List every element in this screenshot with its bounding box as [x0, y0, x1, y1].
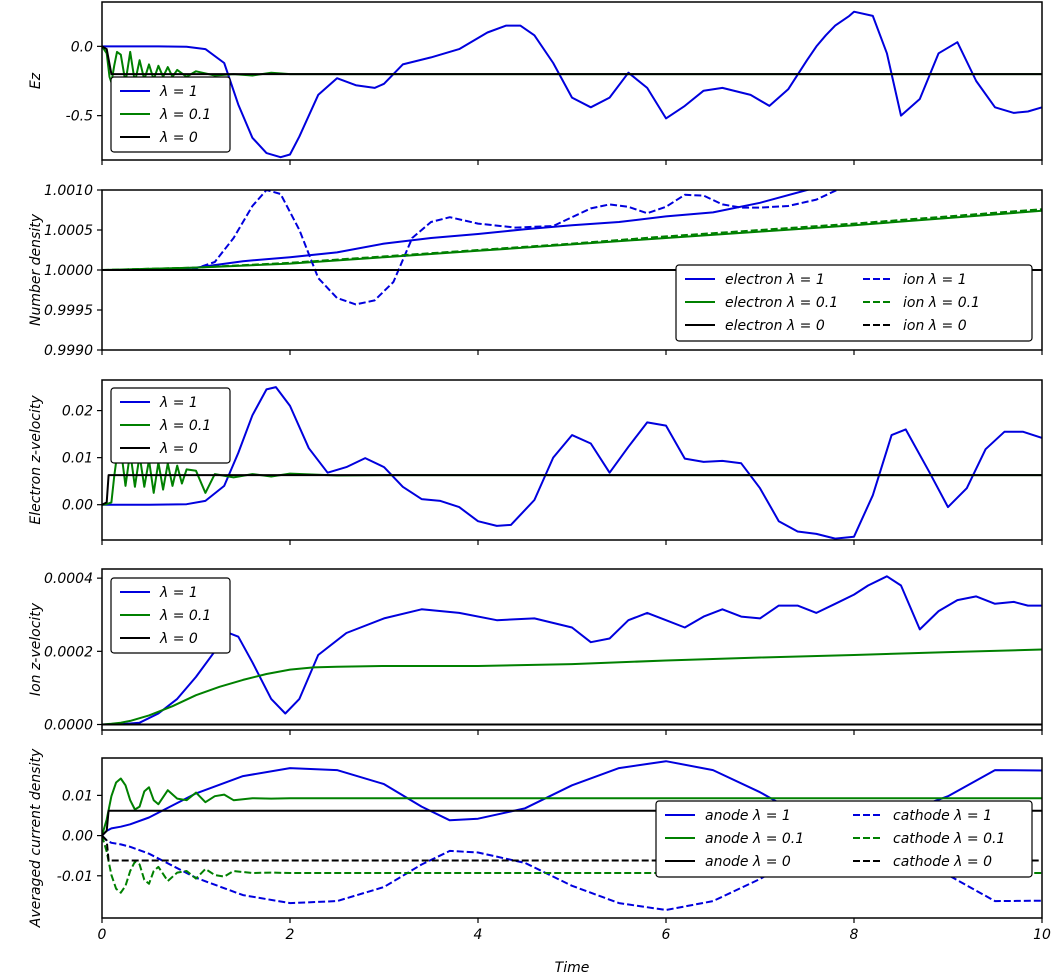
legend-entry: λ = 1 [159, 84, 198, 100]
series-line-3 [102, 809, 1042, 837]
legend-entry: anode λ = 1 [705, 808, 791, 824]
legend-box [110, 387, 231, 464]
series-group [102, 10, 1042, 159]
series-line-1 [102, 386, 1042, 540]
legend-entry: electron λ = 0.1 [725, 295, 838, 311]
panel-1: 0.0 -0.5 Ez λ = 1 λ = 0.1 λ = 0 [28, 1, 1043, 165]
legend-entry: cathode λ = 0.1 [893, 831, 1005, 847]
legend-entry: anode λ = 0 [705, 854, 791, 870]
series-line-3 [102, 474, 1042, 506]
y-tick-label: 0.9990 [44, 343, 93, 359]
y-tick-label: -0.5 [66, 109, 93, 125]
series-group [102, 386, 1042, 540]
series-line-2 [102, 777, 1042, 836]
series-line-4 [102, 190, 840, 306]
y-tick-label: 0.0002 [44, 644, 93, 660]
x-tick-label: 2 [286, 927, 295, 943]
legend-entry: electron λ = 1 [725, 272, 825, 288]
x-axis-title: Time [555, 960, 590, 976]
plot-frame [101, 757, 1043, 919]
legend-entry: λ = 0 [159, 631, 198, 647]
series-line-1 [102, 10, 1042, 159]
legend-entry: ion λ = 1 [903, 272, 967, 288]
panel-2: 1.0010 1.0005 1.0000 0.9995 0.9990 Number den… [28, 183, 1043, 359]
y-axis-label: Ion z-velocity [28, 602, 44, 696]
plot-frame [101, 568, 1043, 731]
y-tick-label: -0.01 [57, 869, 93, 885]
plot-frame [101, 1, 1043, 161]
x-tick-label: 6 [662, 927, 671, 943]
series-line-2 [102, 45, 1042, 84]
legend: λ = 1 λ = 0.1 λ = 0 [110, 76, 231, 153]
legend-entry: ion λ = 0.1 [903, 295, 980, 311]
legend-entry: λ = 0.1 [159, 608, 211, 624]
legend-entry: cathode λ = 1 [893, 808, 992, 824]
legend: anode λ = 1 anode λ = 0.1 anode λ = 0 catho… [655, 800, 1033, 878]
plot-frame [101, 379, 1043, 541]
legend-entry: λ = 1 [159, 395, 198, 411]
series-line-1 [102, 190, 812, 271]
y-tick-label: 0.0004 [44, 571, 93, 587]
legend-entry: electron λ = 0 [725, 318, 825, 334]
legend: λ = 1 λ = 0.1 λ = 0 [110, 577, 231, 654]
x-tick-label: 10 [1033, 927, 1051, 943]
legend-box [675, 264, 1033, 342]
y-tick-label: 0.00 [62, 829, 93, 845]
y-tick-label: 0.00 [62, 498, 93, 514]
legend-box [655, 800, 1033, 878]
legend-entry: λ = 0.1 [159, 107, 211, 123]
y-tick-label: 0.9995 [44, 303, 93, 319]
y-tick-label: 0.0 [71, 39, 93, 55]
series-line-2 [102, 648, 1042, 726]
x-tick-label: 0 [98, 927, 107, 943]
legend-entry: λ = 0 [159, 130, 198, 146]
panel-5: 0 2 4 6 8 10 0.01 0.00 -0.01 Averaged current den… [28, 748, 1051, 943]
y-tick-label: 0.01 [62, 451, 93, 467]
series-line-5 [102, 835, 1042, 894]
y-tick-label: 1.0005 [44, 223, 93, 239]
legend-entry: cathode λ = 0 [893, 854, 992, 870]
legend-entry: ion λ = 0 [903, 318, 967, 334]
y-tick-label: 1.0010 [44, 183, 93, 199]
y-axis-label: Ez [28, 72, 44, 89]
series-line-5 [102, 208, 1042, 271]
y-tick-label: 0.01 [62, 788, 93, 804]
y-tick-label: 1.0000 [44, 263, 93, 279]
x-tick-label: 8 [850, 927, 859, 943]
legend-entry: anode λ = 0.1 [705, 831, 804, 847]
legend-entry: λ = 1 [159, 585, 198, 601]
series-line-2 [102, 447, 1042, 506]
y-axis-label: Averaged current density [28, 748, 44, 928]
legend-entry: λ = 0 [159, 441, 198, 457]
series-group [102, 575, 1042, 726]
y-axis-label: Electron z-velocity [28, 395, 44, 525]
series-line-1 [102, 575, 1042, 726]
series-line-6 [102, 834, 1042, 862]
legend: λ = 1 λ = 0.1 λ = 0 [110, 387, 231, 464]
y-tick-label: 0.0000 [44, 718, 93, 734]
legend-entry: λ = 0.1 [159, 418, 211, 434]
x-tick-label: 4 [474, 927, 483, 943]
y-tick-label: 0.02 [62, 404, 93, 420]
legend: electron λ = 1 electron λ = 0.1 electron λ… [675, 264, 1033, 342]
y-axis-label: Number density [28, 213, 44, 326]
series-line-3 [102, 45, 1042, 76]
legend-box [110, 577, 231, 654]
legend-box [110, 76, 231, 153]
